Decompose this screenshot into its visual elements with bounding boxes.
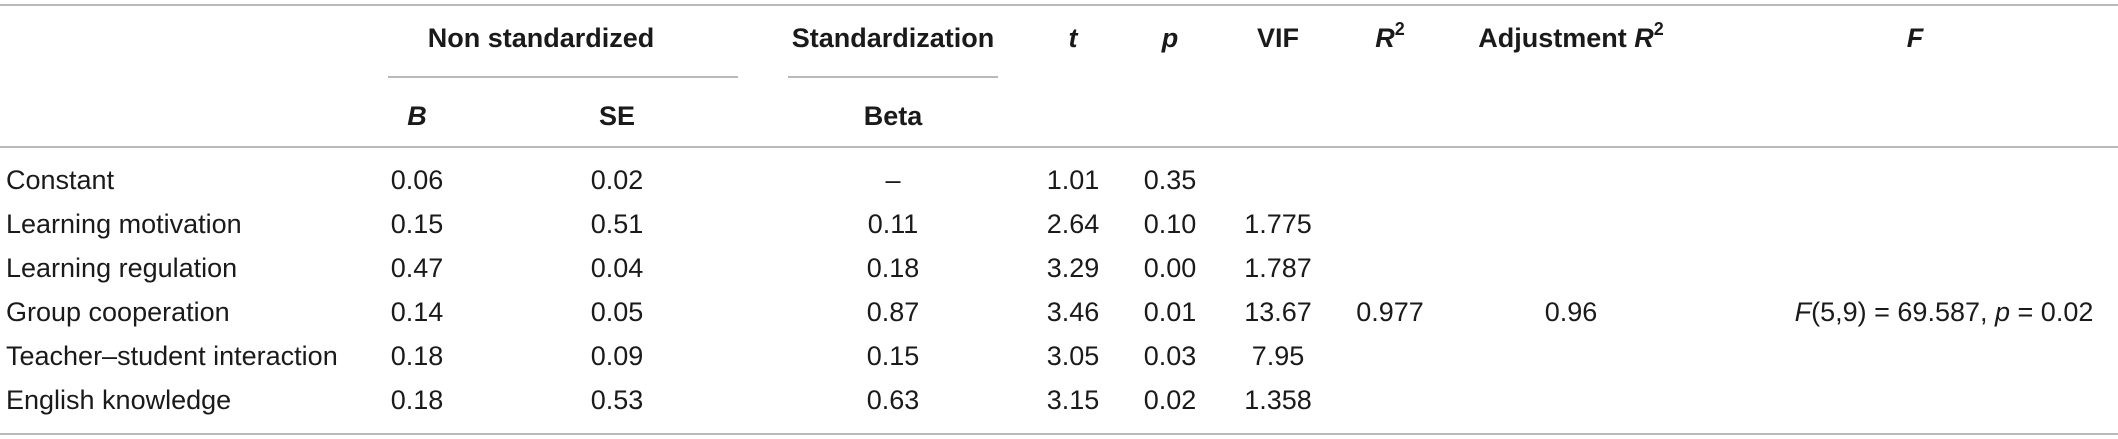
nonstd-group-rule — [388, 76, 738, 78]
header-r2: R2 — [1375, 19, 1405, 55]
header-adj-prefix: Adjustment — [1478, 23, 1635, 53]
cell-adjusted-r2: 0.96 — [1544, 297, 1598, 327]
cell-b: 0.47 — [390, 253, 444, 283]
cell-beta: – — [885, 165, 901, 195]
cell-p: 0.02 — [1143, 385, 1197, 415]
cell-beta: 0.15 — [866, 341, 920, 371]
header-f: F — [1906, 23, 1924, 53]
cell-b: 0.06 — [390, 165, 444, 195]
header-p: p — [1161, 23, 1179, 53]
cell-beta: 0.63 — [866, 385, 920, 415]
bottom-rule — [0, 433, 2118, 435]
cell-vif: 7.95 — [1251, 341, 1305, 371]
row-label: Constant — [6, 165, 115, 195]
header-nonstandardized: Non standardized — [427, 23, 655, 53]
header-adj-sup: 2 — [1653, 19, 1664, 39]
cell-p: 0.00 — [1143, 253, 1197, 283]
cell-t: 2.64 — [1046, 209, 1100, 239]
subheader-se: SE — [598, 101, 636, 131]
cell-p: 0.10 — [1143, 209, 1197, 239]
cell-p: 0.03 — [1143, 341, 1197, 371]
cell-t: 3.29 — [1046, 253, 1100, 283]
cell-beta: 0.18 — [866, 253, 920, 283]
cell-vif: 1.358 — [1244, 385, 1312, 415]
cell-t: 3.46 — [1046, 297, 1100, 327]
cell-t: 3.15 — [1046, 385, 1100, 415]
header-bottom-rule — [0, 146, 2118, 148]
row-label: Learning regulation — [6, 253, 238, 283]
cell-se: 0.09 — [590, 341, 644, 371]
subheader-beta: Beta — [863, 101, 923, 131]
subheader-b: B — [407, 101, 427, 131]
cell-se: 0.53 — [590, 385, 644, 415]
f-values: (5,9) = 69.587, — [1811, 297, 1996, 327]
cell-beta: 0.11 — [867, 209, 919, 239]
cell-t: 3.05 — [1046, 341, 1100, 371]
cell-se: 0.04 — [590, 253, 644, 283]
row-label: Learning motivation — [6, 209, 242, 239]
cell-b: 0.14 — [390, 297, 444, 327]
cell-t: 1.01 — [1046, 165, 1100, 195]
cell-p: 0.35 — [1143, 165, 1197, 195]
header-adj-r: R — [1634, 23, 1654, 53]
header-standardization: Standardization — [791, 23, 995, 53]
std-group-rule — [788, 76, 998, 78]
header-r2-sup: 2 — [1394, 19, 1405, 39]
cell-se: 0.51 — [590, 209, 644, 239]
cell-f-statistic: F(5,9) = 69.587, p = 0.02 — [1795, 295, 2094, 329]
cell-b: 0.18 — [390, 385, 444, 415]
row-label: Teacher–student interaction — [6, 341, 338, 371]
f-p-value: = 0.02 — [2010, 297, 2094, 327]
f-symbol: F — [1794, 297, 1812, 327]
header-r2-base: R — [1375, 23, 1395, 53]
row-label: Group cooperation — [6, 297, 230, 327]
f-p-symbol: p — [1995, 297, 2011, 327]
row-label: English knowledge — [6, 385, 232, 415]
cell-beta: 0.87 — [866, 297, 920, 327]
cell-b: 0.18 — [390, 341, 444, 371]
header-vif: VIF — [1256, 23, 1300, 53]
cell-b: 0.15 — [390, 209, 444, 239]
header-t: t — [1068, 23, 1078, 53]
cell-se: 0.05 — [590, 297, 644, 327]
cell-vif: 1.775 — [1244, 209, 1312, 239]
cell-vif: 13.67 — [1244, 297, 1312, 327]
top-rule — [0, 4, 2118, 6]
cell-vif: 1.787 — [1244, 253, 1312, 283]
header-adjustment-r2: Adjustment R2 — [1478, 19, 1664, 55]
cell-se: 0.02 — [590, 165, 644, 195]
cell-p: 0.01 — [1143, 297, 1197, 327]
cell-r2: 0.977 — [1356, 297, 1424, 327]
